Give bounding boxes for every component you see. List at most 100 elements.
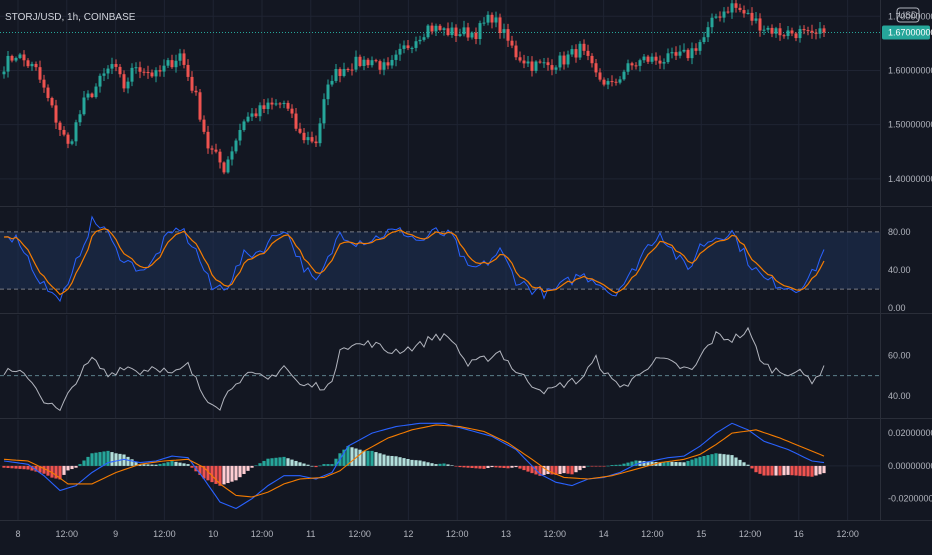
macd-histogram-bar [94, 452, 98, 466]
macd-histogram-bar [778, 465, 782, 476]
candle-body [342, 68, 346, 76]
oscillator-1-tick-label: 40.00 [888, 265, 911, 275]
candle-body [306, 137, 310, 141]
candle-body [310, 137, 314, 142]
candle-body [810, 30, 814, 33]
macd-histogram-bar [222, 465, 226, 485]
candle-body [766, 27, 770, 30]
candle-body [566, 54, 570, 65]
macd-histogram-bar [366, 450, 370, 466]
macd-histogram-bar [434, 464, 438, 466]
macd-histogram-bar [470, 465, 474, 469]
macd-histogram-bar [578, 465, 582, 471]
macd-histogram-bar [526, 465, 530, 472]
candle-body [42, 79, 46, 88]
candle-body [818, 28, 822, 34]
candle-body [254, 113, 258, 117]
candle-body [294, 113, 298, 129]
macd-histogram-bar [454, 465, 458, 467]
candle-body [402, 45, 406, 49]
macd-histogram-bar [786, 465, 790, 475]
candle-body [362, 59, 366, 66]
candle-body [430, 25, 434, 32]
macd-histogram-bar [482, 465, 486, 469]
candle-body [10, 55, 14, 61]
macd-histogram-bar [522, 465, 526, 471]
macd-histogram-bar [130, 459, 134, 466]
macd-histogram-bar [562, 465, 566, 474]
candle-body [66, 134, 70, 144]
macd-histogram-bar [370, 450, 374, 466]
macd-histogram-bar [690, 459, 694, 466]
candle-body [718, 16, 722, 18]
x-tick-label: 12:00 [641, 529, 664, 539]
candle-body [202, 119, 206, 132]
candle-body [594, 63, 598, 73]
candle-body [314, 141, 318, 144]
candle-body [130, 67, 134, 82]
macd-histogram-bar [134, 461, 138, 466]
macd-histogram-bar [230, 465, 234, 482]
macd-histogram-bar [330, 464, 334, 466]
candle-body [38, 67, 42, 80]
macd-histogram-bar [362, 450, 366, 466]
macd-histogram-bar [274, 457, 278, 466]
macd-histogram-bar [254, 465, 258, 467]
macd-histogram-bar [166, 462, 170, 466]
x-tick-label: 10 [208, 529, 218, 539]
candle-body [790, 30, 794, 34]
x-tick-label: 14 [599, 529, 609, 539]
macd-histogram-bar [314, 465, 318, 468]
candle-body [270, 102, 274, 105]
candle-body [334, 69, 338, 81]
macd-histogram-bar [702, 455, 706, 466]
macd-histogram-bar [142, 464, 146, 466]
candle-body [690, 48, 694, 59]
candle-body [762, 29, 766, 31]
candle-body [98, 75, 102, 87]
macd-histogram-bar [390, 455, 394, 466]
candle-body [206, 131, 210, 149]
candle-body [222, 162, 226, 173]
candle-body [758, 18, 762, 31]
macd-histogram-bar [794, 465, 798, 476]
candle-body [382, 62, 386, 70]
macd-histogram-bar [714, 453, 718, 466]
candle-body [574, 49, 578, 58]
macd-histogram-bar [530, 465, 534, 474]
x-tick-label: 12 [403, 529, 413, 539]
macd-histogram-bar [106, 450, 110, 466]
macd-histogram-bar [326, 464, 330, 466]
candle-body [530, 61, 534, 71]
macd-histogram-bar [614, 464, 618, 466]
macd-histogram-bar [750, 465, 754, 469]
candle-body [590, 55, 594, 64]
macd-histogram-bar [386, 455, 390, 466]
macd-histogram-bar [810, 465, 814, 477]
candle-body [158, 70, 162, 72]
macd-histogram-bar [546, 465, 550, 475]
last-price-badge [882, 25, 930, 40]
candle-body [210, 148, 214, 150]
candle-body [30, 63, 34, 67]
macd-histogram-bar [634, 460, 638, 466]
macd-histogram-bar [642, 461, 646, 466]
macd-histogram-bar [590, 465, 594, 467]
candle-body [798, 28, 802, 39]
macd-histogram-bar [586, 465, 590, 467]
candle-body [526, 61, 530, 64]
candle-body [346, 68, 350, 70]
macd-histogram-bar [674, 461, 678, 466]
macd-histogram-bar [242, 465, 246, 475]
candle-body [266, 102, 270, 109]
macd-histogram-bar [278, 457, 282, 466]
macd-histogram-bar [442, 463, 446, 466]
macd-histogram-bar [746, 464, 750, 466]
candle-body [258, 105, 262, 117]
macd-histogram-bar [350, 447, 354, 466]
candle-body [598, 72, 602, 80]
candle-body [738, 7, 742, 11]
candle-body [354, 56, 358, 70]
macd-histogram-bar [414, 460, 418, 466]
macd-histogram-bar [662, 461, 666, 466]
